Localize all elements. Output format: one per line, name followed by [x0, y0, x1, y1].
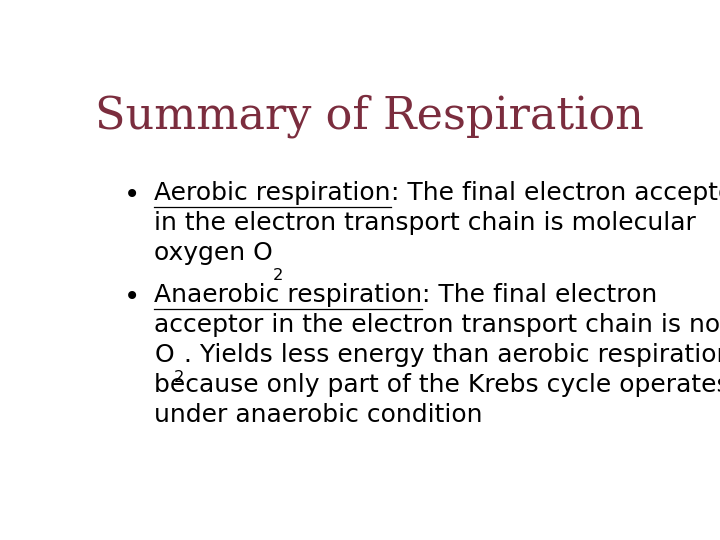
Text: : The final electron acceptor: : The final electron acceptor [391, 181, 720, 205]
Text: : The final electron: : The final electron [423, 283, 657, 307]
Text: oxygen O: oxygen O [154, 241, 273, 265]
Text: Summary of Respiration: Summary of Respiration [94, 94, 644, 138]
Text: Aerobic respiration: Aerobic respiration [154, 181, 391, 205]
Text: under anaerobic condition: under anaerobic condition [154, 403, 482, 427]
Text: •: • [124, 181, 140, 209]
Text: •: • [124, 283, 140, 311]
Text: 2: 2 [273, 268, 283, 284]
Text: O: O [154, 343, 174, 367]
Text: acceptor in the electron transport chain is not: acceptor in the electron transport chain… [154, 313, 720, 337]
Text: because only part of the Krebs cycle operates: because only part of the Krebs cycle ope… [154, 373, 720, 397]
Text: Anaerobic respiration: Anaerobic respiration [154, 283, 423, 307]
Text: 2: 2 [174, 370, 184, 385]
Text: in the electron transport chain is molecular: in the electron transport chain is molec… [154, 211, 696, 235]
Text: . Yields less energy than aerobic respiration: . Yields less energy than aerobic respir… [184, 343, 720, 367]
